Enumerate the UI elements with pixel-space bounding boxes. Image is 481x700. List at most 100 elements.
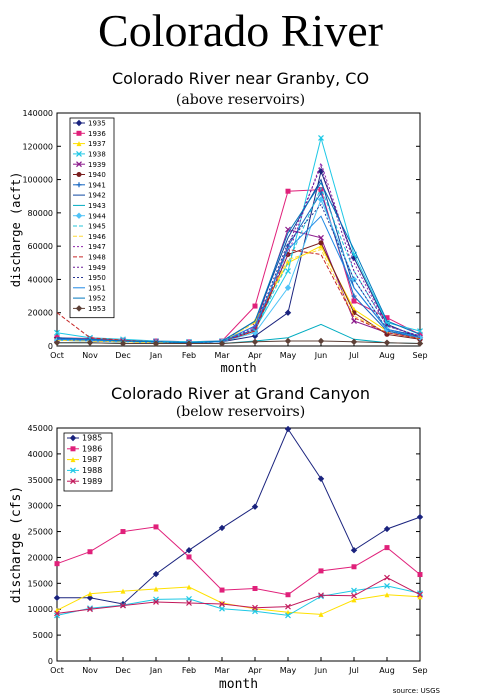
legend-item: 1944 — [73, 212, 106, 220]
y-tick-label: 140000 — [22, 109, 53, 118]
legend-item: 1939 — [73, 161, 106, 169]
legend-label: 1948 — [88, 254, 106, 262]
data-point — [383, 525, 391, 533]
y-axis-label: discharge (cfs) — [9, 486, 24, 603]
chart-subtitle: (above reservoirs) — [176, 92, 305, 108]
data-point — [351, 318, 357, 324]
y-tick-label: 35000 — [28, 476, 53, 485]
series-1953 — [53, 337, 424, 347]
series-1946 — [56, 248, 421, 344]
legend-item: 1935 — [73, 120, 106, 128]
data-point — [383, 339, 391, 346]
x-tick-label: Oct — [50, 351, 64, 360]
chart-subtitle: (below reservoirs) — [176, 404, 305, 420]
data-point — [153, 586, 159, 592]
data-point — [284, 284, 292, 291]
data-point — [317, 337, 325, 345]
y-tick-label: 100000 — [22, 176, 53, 185]
legend-marker — [70, 446, 76, 452]
data-point — [54, 612, 60, 619]
legend-label: 1944 — [88, 212, 106, 220]
data-point — [318, 135, 324, 141]
x-tick-label: Sep — [412, 351, 427, 360]
x-tick-label: Mar — [214, 351, 230, 360]
legend-item: 1953 — [73, 305, 106, 313]
data-point — [284, 425, 292, 433]
legend-label: 1937 — [88, 140, 106, 148]
legend-marker — [70, 467, 76, 474]
data-point — [54, 561, 60, 567]
x-tick-label: Aug — [379, 351, 395, 360]
y-tick-label: 20000 — [28, 553, 53, 562]
data-point — [152, 340, 160, 347]
legend-marker — [75, 212, 83, 219]
y-tick-label: 60000 — [28, 242, 53, 251]
x-tick-label: Jul — [348, 351, 359, 360]
legend-label: 1947 — [88, 243, 106, 251]
chart-title: Colorado River at Grand Canyon — [111, 384, 370, 403]
series-line-1988 — [56, 585, 421, 616]
data-point — [416, 513, 424, 521]
legend-item: 1985 — [67, 434, 102, 443]
series-1948 — [56, 248, 421, 344]
data-point — [186, 600, 192, 606]
data-point — [317, 196, 325, 203]
data-point — [54, 610, 60, 617]
legend-item: 1938 — [73, 151, 106, 159]
data-point — [351, 587, 357, 594]
data-point — [318, 592, 324, 599]
legend-marker — [75, 119, 83, 127]
legend-item: 1940 — [73, 171, 106, 179]
series-1986 — [54, 524, 423, 598]
data-point — [86, 339, 94, 346]
x-tick-label: Nov — [82, 666, 98, 675]
legend-item: 1952 — [73, 295, 106, 303]
series-line-1989 — [56, 577, 421, 614]
legend-marker — [76, 130, 82, 136]
data-point — [417, 594, 423, 600]
data-point — [219, 587, 225, 593]
legend-marker — [76, 172, 82, 177]
data-point — [384, 545, 390, 551]
page-title: Colorado River — [98, 5, 383, 56]
data-point — [120, 529, 126, 535]
data-point — [53, 594, 61, 602]
legend-label: 1989 — [82, 477, 102, 486]
legend-marker — [76, 150, 82, 157]
series-line-1952 — [56, 181, 421, 344]
data-point — [351, 564, 357, 570]
legend-item: 1950 — [73, 274, 106, 282]
data-point — [350, 546, 358, 554]
legend-item: 1986 — [67, 444, 102, 453]
series-line-1948 — [56, 248, 421, 344]
x-tick-label: May — [280, 666, 297, 675]
data-point — [218, 524, 226, 532]
legend-label: 1952 — [88, 295, 106, 303]
legend-label: 1986 — [82, 444, 102, 453]
data-point — [120, 588, 126, 594]
data-point — [87, 606, 93, 613]
data-point — [285, 592, 291, 598]
data-point — [384, 315, 390, 321]
legend-item: 1988 — [67, 466, 102, 475]
x-axis-label: month — [219, 677, 258, 692]
data-point — [417, 591, 423, 598]
legend-marker — [76, 141, 82, 147]
legend-label: 1949 — [88, 264, 106, 272]
data-point — [252, 604, 258, 611]
x-tick-label: Feb — [182, 666, 196, 675]
y-tick-label: 40000 — [28, 275, 53, 284]
x-tick-label: Dec — [115, 351, 130, 360]
data-point — [219, 601, 225, 607]
data-point — [153, 599, 159, 605]
legend-item: 1937 — [73, 140, 106, 148]
data-point — [152, 570, 160, 578]
x-tick-label: Sep — [412, 666, 427, 675]
legend: 1935 1936 1937 1938 1939 1940 1941 1942 1943 1944… — [69, 117, 115, 319]
chart-1: Colorado River near Granby, CO (above res… — [9, 69, 428, 375]
legend-marker — [76, 161, 82, 168]
data-point — [285, 268, 291, 275]
data-point — [87, 549, 93, 555]
y-tick-label: 10000 — [28, 605, 53, 614]
